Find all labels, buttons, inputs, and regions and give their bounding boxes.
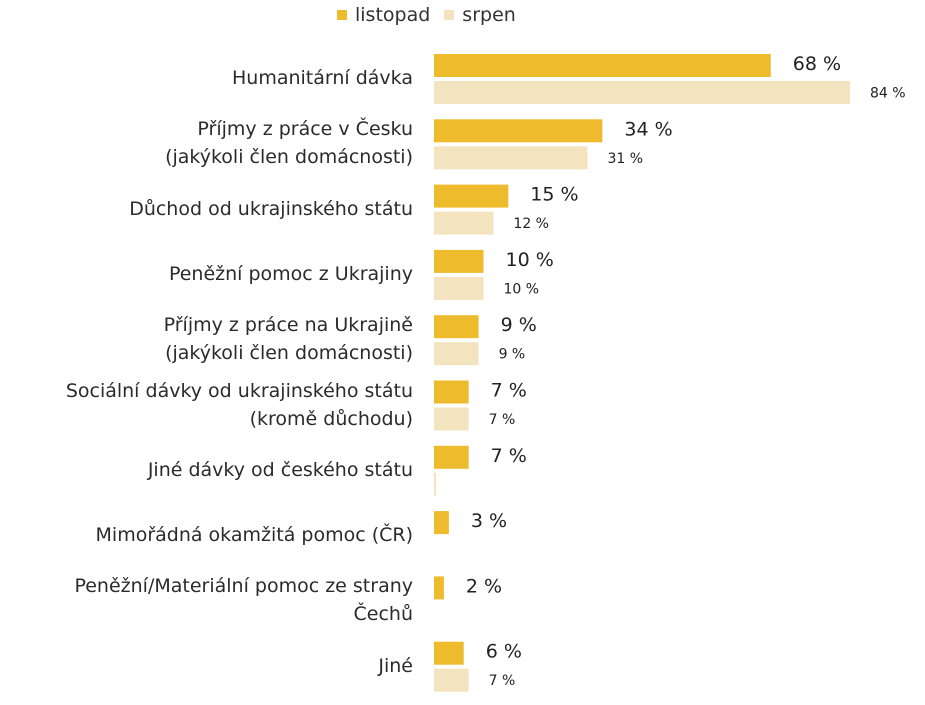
category-label: Jiné dávky od českého státu <box>148 456 413 484</box>
category-label-line: Peněžní pomoc z Ukrajiny <box>168 262 413 285</box>
data-label-listopad: 6 % <box>486 641 522 663</box>
data-label-srpen: 12 % <box>513 216 549 232</box>
bar-listopad <box>434 445 469 469</box>
data-label-srpen: 7 % <box>489 412 516 428</box>
category-label: Důchod od ukrajinského státu <box>129 195 413 223</box>
category-label-line: Mimořádná okamžitá pomoc (ČR) <box>95 524 413 547</box>
bar-srpen <box>434 211 494 235</box>
bar-listopad <box>434 511 449 535</box>
bar-listopad <box>434 576 444 600</box>
category-label: Sociální dávky od ukrajinského státu (kro… <box>66 377 413 433</box>
category-label-line: (jakýkoli člen domácnosti) <box>165 146 413 169</box>
category-label-line: Čechů <box>353 603 414 626</box>
bar-listopad <box>434 641 464 665</box>
chart-legend: listopad srpen <box>337 4 530 26</box>
legend-label-srpen: srpen <box>462 4 516 26</box>
data-label-listopad: 15 % <box>530 184 578 206</box>
category-label: Jiné <box>378 652 413 680</box>
data-label-srpen: 31 % <box>608 151 644 167</box>
data-label-listopad: 3 % <box>471 510 507 532</box>
bar-listopad <box>434 54 771 77</box>
bar-srpen <box>434 472 436 496</box>
bar-listopad <box>434 184 509 208</box>
data-label-listopad: 2 % <box>466 575 502 597</box>
legend-swatch-srpen <box>444 10 455 20</box>
data-label-srpen: 84 % <box>870 86 906 102</box>
bar-listopad <box>434 119 603 143</box>
bar-listopad <box>434 315 479 339</box>
category-label: Humanitární dávka <box>232 64 413 92</box>
bar-srpen <box>434 668 469 692</box>
category-label-line: (jakýkoli člen domácnosti) <box>165 342 413 365</box>
data-label-listopad: 7 % <box>491 380 527 402</box>
data-label-listopad: 10 % <box>506 249 554 271</box>
bar-srpen <box>434 342 479 366</box>
data-label-srpen: 7 % <box>489 673 516 689</box>
category-label: Peněžní/Materiální pomoc ze strany Čechů <box>74 572 413 628</box>
category-label-line: Sociální dávky od ukrajinského státu <box>65 379 413 402</box>
category-label-line: Peněžní/Materiální pomoc ze strany <box>74 575 413 598</box>
bar-srpen <box>434 146 588 170</box>
bar-srpen <box>434 81 850 104</box>
data-label-listopad: 34 % <box>624 118 672 140</box>
data-label-srpen: 9 % <box>499 347 526 363</box>
bar-srpen <box>434 276 484 300</box>
data-label-srpen: 10 % <box>504 281 540 297</box>
legend-label-listopad: listopad <box>355 4 431 26</box>
category-label-line: (kromě důchodu) <box>249 407 413 430</box>
data-label-listopad: 9 % <box>501 314 537 336</box>
category-label-line: Důchod od ukrajinského státu <box>129 197 413 220</box>
data-label-listopad: 68 % <box>793 53 841 75</box>
category-label: Mimořádná okamžitá pomoc (ČR) <box>96 521 413 549</box>
bar-srpen <box>434 407 469 431</box>
category-label-line: Jiné dávky od českého státu <box>147 458 413 481</box>
legend-item-listopad: listopad <box>337 4 430 26</box>
category-label-line: Humanitární dávka <box>232 67 413 89</box>
bar-listopad <box>434 380 469 404</box>
category-label-line: Jiné <box>378 654 413 677</box>
category-label-line: Příjmy z práce v Česku <box>197 118 413 141</box>
bar-listopad <box>434 249 484 273</box>
category-label-line: Příjmy z práce na Ukrajině <box>163 314 413 337</box>
category-label: Peněžní pomoc z Ukrajiny <box>169 260 413 288</box>
category-label: Příjmy z práce v Česku (jakýkoli člen dom… <box>165 115 413 171</box>
legend-item-srpen: srpen <box>444 4 516 26</box>
legend-swatch-listopad <box>337 10 347 20</box>
category-label: Příjmy z práce na Ukrajině (jakýkoli člen… <box>164 311 413 367</box>
data-label-listopad: 7 % <box>491 445 527 467</box>
